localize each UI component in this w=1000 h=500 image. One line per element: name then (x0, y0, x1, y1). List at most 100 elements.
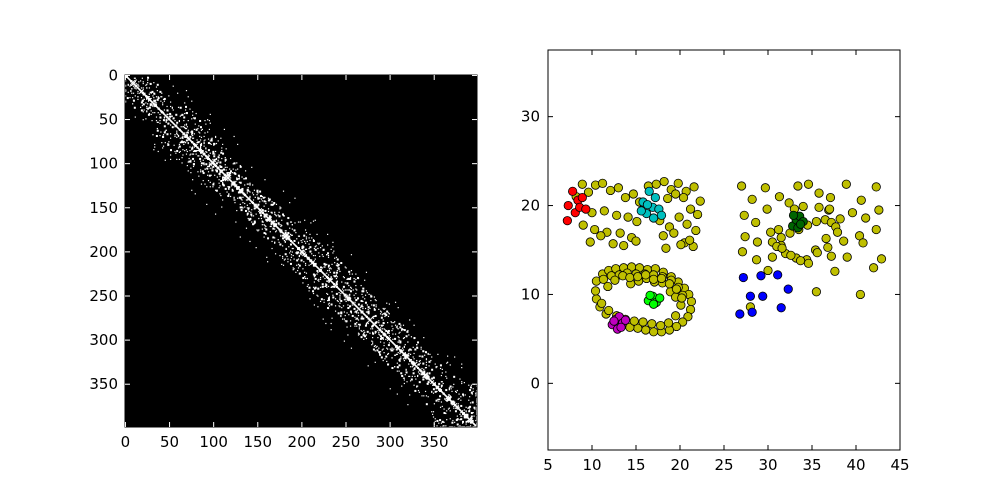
heatmap-cell (132, 103, 134, 105)
heatmap-cell (297, 267, 300, 269)
heatmap-cell (184, 149, 186, 152)
scatter-points (562, 176, 887, 337)
heatmap-cell (252, 223, 255, 226)
heatmap-cell (393, 322, 395, 324)
heatmap-cell (443, 393, 445, 395)
heatmap-cell (405, 371, 408, 374)
heatmap-cell (192, 179, 194, 181)
heatmap-cell (209, 159, 211, 161)
heatmap-cell (261, 200, 263, 202)
heatmap-cell (267, 218, 270, 221)
heatmap-cell (209, 140, 211, 142)
heatmap-cell (223, 178, 226, 181)
heatmap-cell (229, 168, 231, 170)
heatmap-cell (248, 197, 250, 199)
heatmap-cell (302, 268, 304, 270)
heatmap-cell (372, 332, 375, 335)
heatmap-cell (433, 403, 435, 405)
heatmap-cell (301, 246, 303, 248)
heatmap-cell (319, 269, 322, 272)
heatmap-cell (156, 129, 159, 132)
heatmap-cell (432, 380, 435, 382)
heatmap-cell (462, 393, 465, 396)
heatmap-cell (336, 269, 338, 272)
heatmap-cell (244, 193, 246, 195)
heatmap-cell (454, 421, 456, 423)
heatmap-cell (155, 116, 158, 118)
heatmap-cell (288, 239, 290, 241)
heatmap-cell (204, 132, 206, 134)
heatmap-cell (211, 162, 214, 165)
heatmap-cell (334, 310, 337, 312)
heatmap-cell (435, 387, 438, 390)
heatmap-cell (207, 167, 209, 169)
heatmap-cell (402, 324, 405, 326)
heatmap-cell (267, 210, 270, 213)
heatmap-cell (424, 367, 427, 369)
heatmap-cell (177, 134, 179, 136)
heatmap-cell (142, 81, 144, 83)
heatmap-cell (274, 242, 276, 244)
heatmap-cell (304, 242, 307, 244)
scatter-point-yellow (777, 243, 787, 253)
heatmap-cell (414, 362, 416, 364)
heatmap-cell (202, 179, 204, 182)
heatmap-cell (279, 206, 281, 208)
heatmap-cell (269, 219, 271, 221)
heatmap-cell (327, 285, 330, 288)
heatmap-cell (455, 419, 458, 422)
heatmap-cell (415, 378, 417, 380)
heatmap-cell (455, 403, 458, 405)
heatmap-cell (447, 398, 450, 401)
heatmap-cell (461, 381, 463, 383)
heatmap-cell (184, 105, 187, 108)
heatmap-cell (289, 221, 292, 223)
heatmap-cell (461, 367, 463, 369)
heatmap-cell (455, 391, 458, 393)
heatmap-cell (261, 220, 263, 222)
heatmap-cell (207, 171, 210, 173)
heatmap-cell (401, 385, 403, 387)
heatmap-cell (265, 225, 267, 228)
heatmap-cell (383, 328, 385, 330)
heatmap-cell (206, 155, 208, 157)
heatmap-cell (288, 232, 290, 235)
heatmap-cell (327, 299, 329, 302)
heatmap-cell (471, 421, 473, 423)
heatmap-cell (344, 320, 346, 322)
heatmap-cell (187, 142, 189, 144)
heatmap-cell (365, 322, 368, 325)
heatmap-cell (270, 225, 272, 228)
heatmap-cell (404, 353, 406, 355)
heatmap-cell (448, 388, 450, 390)
heatmap-cell (369, 332, 371, 334)
heatmap-cell (192, 137, 194, 139)
heatmap-cell (210, 174, 212, 176)
heatmap-cell (417, 385, 419, 387)
heatmap-cell (238, 176, 241, 178)
heatmap-cell (199, 160, 202, 162)
heatmap-cell (241, 176, 243, 178)
scatter-point-yellow (823, 242, 833, 252)
heatmap-cell (419, 362, 421, 364)
heatmap-cell (383, 313, 385, 315)
heatmap-cell (259, 197, 261, 199)
heatmap-cell (310, 222, 312, 224)
heatmap-cell (252, 201, 254, 203)
heatmap-cell (410, 378, 413, 381)
heatmap-cell (174, 134, 176, 136)
heatmap-cell (409, 353, 412, 355)
heatmap-cell (314, 258, 316, 260)
heatmap-cell (465, 420, 468, 423)
scatter-point-yellow (763, 265, 773, 276)
heatmap-cell (420, 346, 422, 348)
heatmap-cell (216, 176, 218, 178)
heatmap-cell (189, 137, 191, 139)
heatmap-cell (257, 196, 259, 198)
heatmap-cell (206, 186, 208, 188)
heatmap-cell (187, 96, 189, 98)
heatmap-cell (294, 197, 296, 199)
heatmap-cell (256, 194, 258, 196)
scatter-point-yellow (678, 317, 688, 327)
